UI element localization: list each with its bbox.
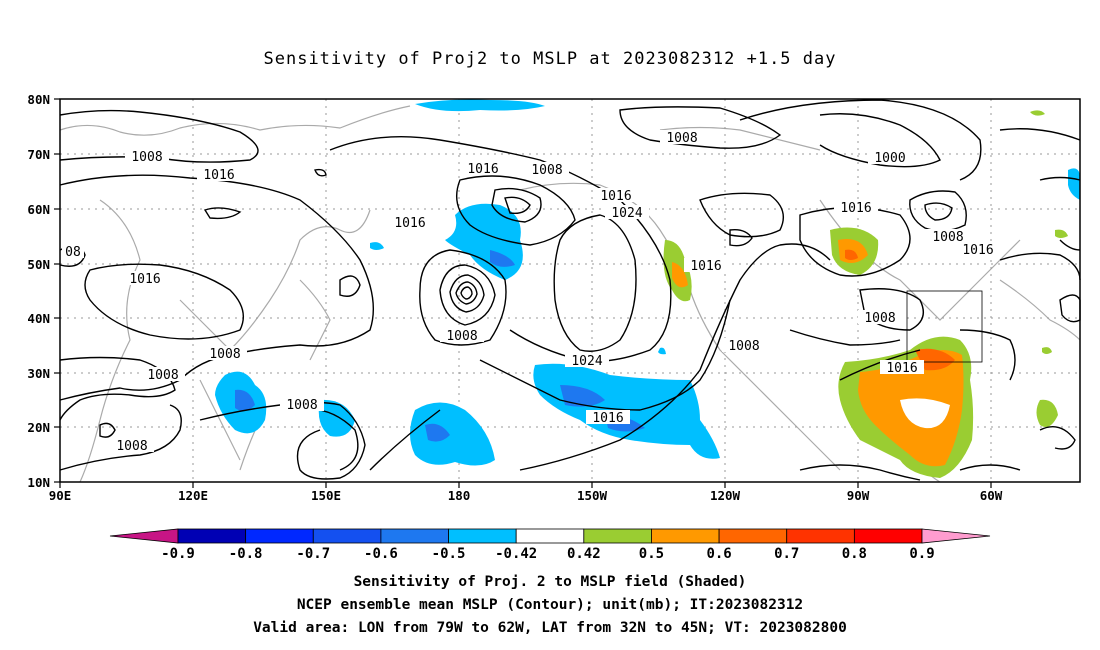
lat-label: 80N (27, 92, 50, 107)
contour-label: 1008 (446, 329, 477, 344)
colorbar-label: -0.7 (296, 546, 330, 562)
caption-contour: NCEP ensemble mean MSLP (Contour); unit(… (296, 597, 804, 613)
contour-label: 08 (65, 245, 81, 260)
contour-label: 1008 (864, 311, 895, 326)
contour-label: 1016 (886, 361, 917, 376)
latitude-labels: 80N 70N 60N 50N 40N 30N 20N 10N (27, 92, 50, 490)
contour-label: 1016 (203, 168, 234, 183)
contour-label: 1008 (147, 368, 178, 383)
colorbar-box (786, 528, 855, 544)
colorbar: -0.9 -0.8 -0.7 -0.6 -0.5 -0.42 0.42 0.5 0.6 0.7 0.… (109, 528, 991, 562)
colorbar-label: -0.42 (495, 546, 537, 562)
colorbar-left-arrow (109, 528, 179, 544)
lon-label: 180 (448, 488, 471, 503)
positive-sensitivity-shading (663, 110, 1068, 478)
lon-label: 60W (980, 488, 1003, 503)
contour-labels: 1008 1016 08 1016 1008 1008 1008 1008 10… (62, 130, 1000, 454)
contour-label: 1008 (131, 150, 162, 165)
colorbar-box (312, 528, 382, 544)
contour-label: 1016 (690, 259, 721, 274)
colorbar-box (515, 528, 585, 544)
contour-label: 1008 (209, 347, 240, 362)
colorbar-box (853, 528, 923, 544)
colorbar-label: 0.6 (706, 546, 731, 562)
contour-label: 1016 (600, 189, 631, 204)
contour-label: 1008 (666, 131, 697, 146)
contour-label: 1024 (611, 206, 642, 221)
valid-area-box (906, 290, 983, 363)
contour-label: 1008 (932, 230, 963, 245)
colorbar-label: 0.5 (639, 546, 664, 562)
colorbar-box (177, 528, 247, 544)
colorbar-box (245, 528, 314, 544)
contour-label: 1016 (129, 272, 160, 287)
lon-label: 120W (710, 488, 741, 503)
colorbar-label: -0.8 (229, 546, 263, 562)
lat-label: 60N (27, 202, 50, 217)
contour-label: 1016 (394, 216, 425, 231)
lat-label: 70N (27, 147, 50, 162)
contour-label: 1008 (728, 339, 759, 354)
longitude-labels: 90E 120E 150E 180 150W 120W 90W 60W (49, 488, 1003, 503)
colorbar-box (380, 528, 449, 544)
lat-label: 20N (27, 420, 50, 435)
contour-label: 1024 (571, 354, 602, 369)
contour-label: 1008 (286, 398, 317, 413)
lat-label: 30N (27, 366, 50, 381)
map-title: Sensitivity of Proj2 to MSLP at 20230823… (263, 49, 837, 69)
caption-shaded: Sensitivity of Proj. 2 to MSLP field (Sh… (353, 574, 747, 590)
colorbar-label: 0.9 (909, 546, 934, 562)
colorbar-label: -0.6 (364, 546, 398, 562)
colorbar-label: 0.7 (774, 546, 799, 562)
lon-label: 120E (178, 488, 208, 503)
contour-label: 1016 (962, 243, 993, 258)
lon-label: 90E (49, 488, 72, 503)
lon-label: 150W (577, 488, 608, 503)
contour-label: 1016 (840, 201, 871, 216)
colorbar-right-arrow (921, 528, 991, 544)
colorbar-box (583, 528, 652, 544)
contour-label: 1000 (874, 151, 905, 166)
colorbar-label: 0.42 (567, 546, 601, 562)
colorbar-box (448, 528, 517, 544)
colorbar-label: -0.9 (161, 546, 195, 562)
contour-label: 1016 (467, 162, 498, 177)
lat-label: 40N (27, 311, 50, 326)
contour-label: 1016 (592, 411, 623, 426)
contour-label: 1008 (116, 439, 147, 454)
contour-label: 1008 (531, 163, 562, 178)
lon-label: 150E (311, 488, 341, 503)
colorbar-label: 0.8 (842, 546, 867, 562)
colorbar-box (651, 528, 720, 544)
colorbar-label: -0.5 (432, 546, 466, 562)
colorbar-box (718, 528, 788, 544)
plot-frame (59, 98, 1081, 483)
lat-label: 10N (27, 475, 50, 490)
lat-label: 50N (27, 257, 50, 272)
lon-label: 90W (847, 488, 870, 503)
caption-valid-area: Valid area: LON from 79W to 62W, LAT fro… (253, 620, 847, 636)
axis-ticks (54, 98, 992, 488)
